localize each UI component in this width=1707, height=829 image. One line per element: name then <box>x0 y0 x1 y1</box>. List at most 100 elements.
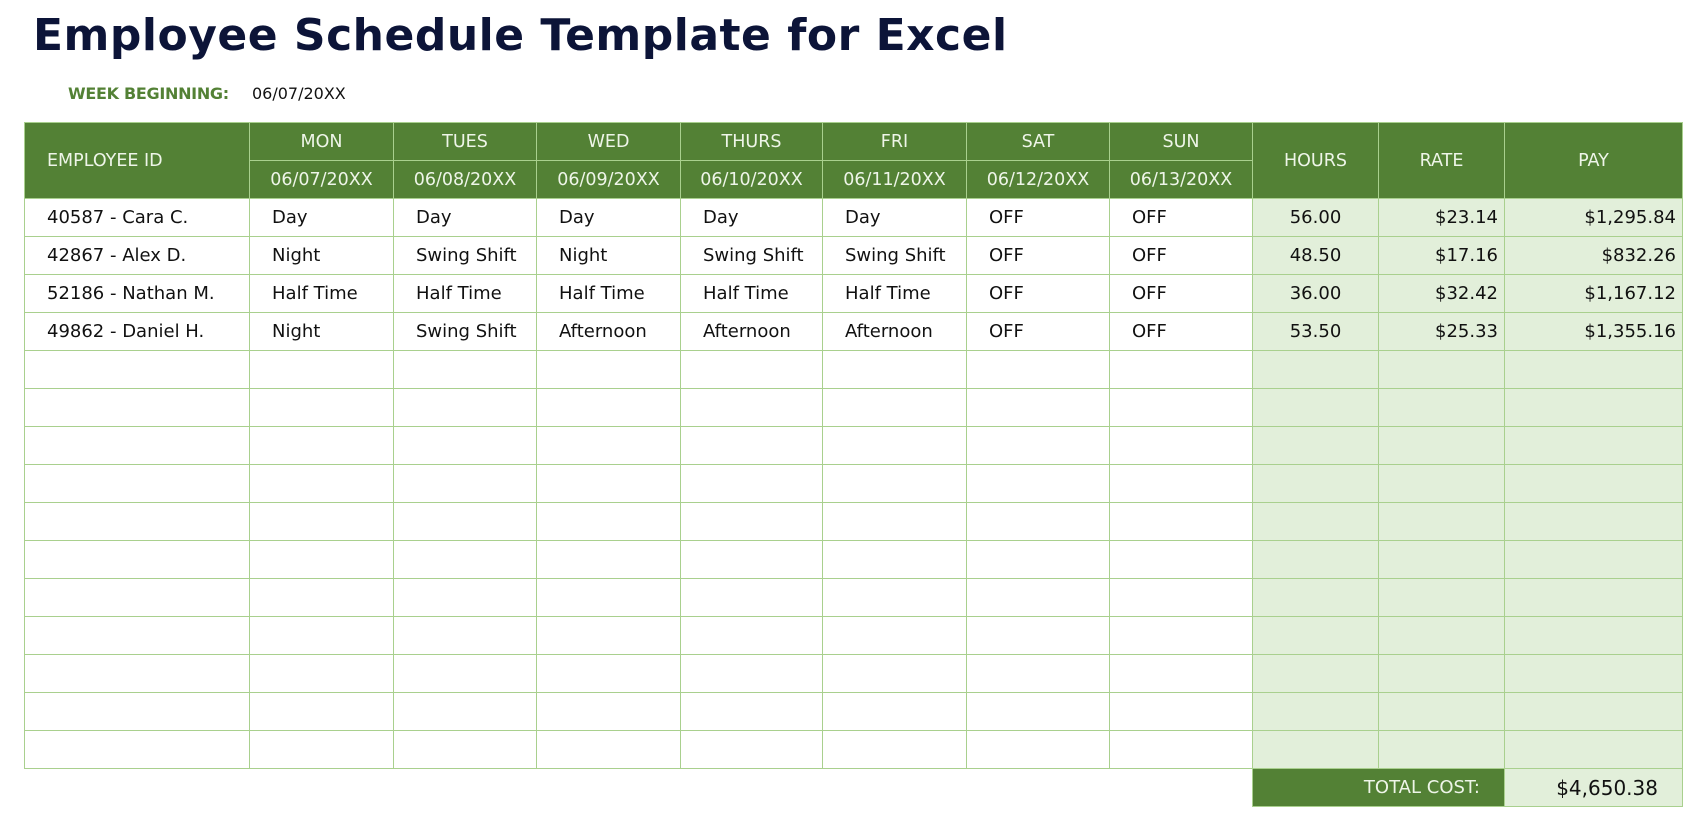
shift-cell[interactable]: Swing Shift <box>393 236 537 275</box>
empty-cell[interactable] <box>1252 540 1379 579</box>
empty-cell[interactable] <box>24 426 250 465</box>
empty-cell[interactable] <box>966 502 1110 541</box>
shift-cell[interactable]: OFF <box>966 274 1110 313</box>
empty-cell[interactable] <box>393 616 537 655</box>
hours-cell[interactable]: 48.50 <box>1252 236 1379 275</box>
shift-cell[interactable]: OFF <box>1109 312 1253 351</box>
empty-cell[interactable] <box>680 730 823 769</box>
empty-cell[interactable] <box>966 426 1110 465</box>
empty-cell[interactable] <box>24 350 250 389</box>
shift-cell[interactable]: OFF <box>1109 236 1253 275</box>
empty-cell[interactable] <box>1109 654 1253 693</box>
empty-cell[interactable] <box>1252 616 1379 655</box>
empty-cell[interactable] <box>1504 350 1683 389</box>
empty-cell[interactable] <box>24 578 250 617</box>
empty-cell[interactable] <box>24 730 250 769</box>
empty-cell[interactable] <box>680 388 823 427</box>
empty-cell[interactable] <box>1252 578 1379 617</box>
empty-cell[interactable] <box>822 502 967 541</box>
empty-cell[interactable] <box>393 502 537 541</box>
empty-cell[interactable] <box>822 730 967 769</box>
empty-cell[interactable] <box>536 616 681 655</box>
empty-cell[interactable] <box>1378 692 1505 731</box>
shift-cell[interactable]: OFF <box>966 198 1110 237</box>
empty-cell[interactable] <box>966 730 1110 769</box>
empty-cell[interactable] <box>822 616 967 655</box>
empty-cell[interactable] <box>24 616 250 655</box>
empty-cell[interactable] <box>1378 464 1505 503</box>
empty-cell[interactable] <box>966 654 1110 693</box>
empty-cell[interactable] <box>1252 502 1379 541</box>
empty-cell[interactable] <box>1378 616 1505 655</box>
empty-cell[interactable] <box>249 502 394 541</box>
empty-cell[interactable] <box>1504 692 1683 731</box>
empty-cell[interactable] <box>249 578 394 617</box>
empty-cell[interactable] <box>249 616 394 655</box>
empty-cell[interactable] <box>536 350 681 389</box>
empty-cell[interactable] <box>1378 730 1505 769</box>
shift-cell[interactable]: Day <box>249 198 394 237</box>
empty-cell[interactable] <box>393 578 537 617</box>
empty-cell[interactable] <box>1109 426 1253 465</box>
empty-cell[interactable] <box>680 350 823 389</box>
empty-cell[interactable] <box>1504 578 1683 617</box>
empty-cell[interactable] <box>1252 730 1379 769</box>
empty-cell[interactable] <box>966 692 1110 731</box>
empty-cell[interactable] <box>536 464 681 503</box>
empty-cell[interactable] <box>1504 730 1683 769</box>
empty-cell[interactable] <box>249 350 394 389</box>
empty-cell[interactable] <box>1504 616 1683 655</box>
shift-cell[interactable]: Afternoon <box>536 312 681 351</box>
empty-cell[interactable] <box>1252 388 1379 427</box>
empty-cell[interactable] <box>1378 540 1505 579</box>
empty-cell[interactable] <box>966 578 1110 617</box>
empty-cell[interactable] <box>1252 654 1379 693</box>
shift-cell[interactable]: Night <box>536 236 681 275</box>
pay-cell[interactable]: $1,167.12 <box>1504 274 1683 313</box>
empty-cell[interactable] <box>822 464 967 503</box>
empty-cell[interactable] <box>249 692 394 731</box>
shift-cell[interactable]: Half Time <box>249 274 394 313</box>
pay-cell[interactable]: $1,295.84 <box>1504 198 1683 237</box>
empty-cell[interactable] <box>1504 464 1683 503</box>
empty-cell[interactable] <box>1252 692 1379 731</box>
empty-cell[interactable] <box>1504 426 1683 465</box>
empty-cell[interactable] <box>1378 654 1505 693</box>
rate-cell[interactable]: $23.14 <box>1378 198 1505 237</box>
rate-cell[interactable]: $32.42 <box>1378 274 1505 313</box>
empty-cell[interactable] <box>393 426 537 465</box>
empty-cell[interactable] <box>1109 616 1253 655</box>
shift-cell[interactable]: Day <box>536 198 681 237</box>
empty-cell[interactable] <box>822 388 967 427</box>
empty-cell[interactable] <box>680 540 823 579</box>
shift-cell[interactable]: Night <box>249 236 394 275</box>
shift-cell[interactable]: Half Time <box>536 274 681 313</box>
hours-cell[interactable]: 53.50 <box>1252 312 1379 351</box>
empty-cell[interactable] <box>393 730 537 769</box>
empty-cell[interactable] <box>393 654 537 693</box>
empty-cell[interactable] <box>680 654 823 693</box>
week-beginning-value[interactable]: 06/07/20XX <box>251 84 346 103</box>
employee-cell[interactable]: 52186 - Nathan M. <box>24 274 250 313</box>
empty-cell[interactable] <box>822 692 967 731</box>
empty-cell[interactable] <box>249 540 394 579</box>
empty-cell[interactable] <box>24 692 250 731</box>
empty-cell[interactable] <box>822 426 967 465</box>
empty-cell[interactable] <box>1378 388 1505 427</box>
empty-cell[interactable] <box>1378 426 1505 465</box>
employee-cell[interactable]: 49862 - Daniel H. <box>24 312 250 351</box>
empty-cell[interactable] <box>536 578 681 617</box>
shift-cell[interactable]: Half Time <box>393 274 537 313</box>
empty-cell[interactable] <box>1252 350 1379 389</box>
shift-cell[interactable]: OFF <box>1109 198 1253 237</box>
empty-cell[interactable] <box>249 464 394 503</box>
empty-cell[interactable] <box>393 540 537 579</box>
empty-cell[interactable] <box>1109 350 1253 389</box>
empty-cell[interactable] <box>1109 502 1253 541</box>
empty-cell[interactable] <box>966 540 1110 579</box>
empty-cell[interactable] <box>1378 502 1505 541</box>
empty-cell[interactable] <box>24 654 250 693</box>
shift-cell[interactable]: Swing Shift <box>822 236 967 275</box>
empty-cell[interactable] <box>966 616 1110 655</box>
empty-cell[interactable] <box>822 540 967 579</box>
